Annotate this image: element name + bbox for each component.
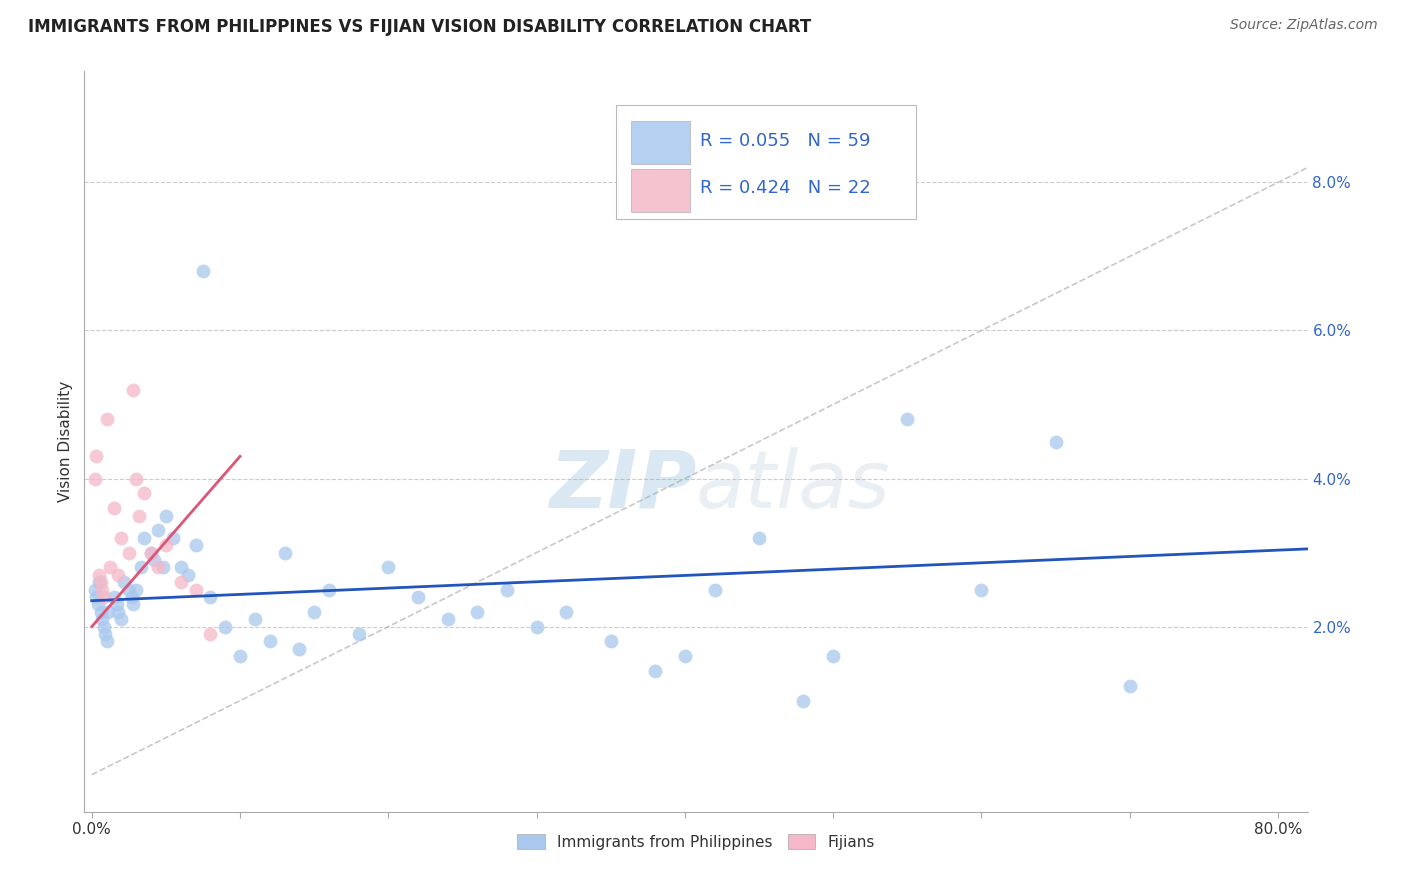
Point (599, 634, 621, 648)
Point (121, 590, 143, 604)
Point (93, 590, 115, 604)
Point (93, 619, 115, 633)
Point (107, 605, 129, 619)
Point (96, 412, 118, 426)
Legend: Immigrants from Philippines, Fijians: Immigrants from Philippines, Fijians (510, 828, 882, 856)
Point (436, 612, 458, 626)
Point (200, 627, 222, 641)
Point (89, 575, 111, 590)
Point (748, 531, 770, 545)
Point (170, 560, 193, 574)
Point (103, 590, 125, 604)
Text: IMMIGRANTS FROM PHILIPPINES VS FIJIAN VISION DISABILITY CORRELATION CHART: IMMIGRANTS FROM PHILIPPINES VS FIJIAN VI… (28, 18, 811, 36)
Point (83, 471, 105, 485)
Point (703, 582, 725, 597)
Text: atlas: atlas (696, 447, 891, 525)
Point (83, 582, 105, 597)
Point (191, 264, 214, 278)
Point (122, 383, 145, 397)
Point (243, 612, 266, 626)
Point (148, 524, 170, 538)
Point (214, 619, 236, 633)
Point (91, 582, 114, 597)
Point (129, 560, 152, 574)
Text: R = 0.424   N = 22: R = 0.424 N = 22 (700, 178, 870, 197)
Point (125, 582, 148, 597)
Point (823, 649, 845, 664)
Point (84, 450, 107, 464)
Point (118, 546, 141, 560)
FancyBboxPatch shape (631, 121, 690, 164)
Point (97, 605, 120, 619)
Point (406, 590, 429, 604)
Point (94, 627, 117, 641)
Point (526, 619, 548, 633)
Point (302, 605, 325, 619)
Point (90, 605, 112, 619)
Point (98, 560, 121, 574)
Point (105, 598, 128, 612)
Point (155, 538, 177, 552)
Point (103, 501, 125, 516)
Point (91, 612, 114, 626)
Point (107, 567, 129, 582)
Point (139, 546, 162, 560)
Point (288, 641, 311, 656)
Point (132, 486, 155, 500)
Point (792, 694, 814, 708)
Point (139, 546, 162, 560)
Point (184, 538, 207, 552)
Point (170, 575, 193, 590)
Point (377, 560, 399, 574)
Point (152, 560, 174, 574)
Text: Source: ZipAtlas.com: Source: ZipAtlas.com (1230, 18, 1378, 32)
Point (465, 605, 488, 619)
Point (84, 590, 107, 604)
Point (644, 664, 666, 678)
Point (1118, 679, 1140, 693)
Point (162, 531, 184, 545)
Point (110, 612, 132, 626)
FancyBboxPatch shape (631, 169, 690, 212)
Point (177, 567, 200, 582)
Point (89, 567, 111, 582)
Point (229, 649, 252, 664)
Point (128, 508, 150, 523)
Point (200, 590, 222, 604)
Text: R = 0.055   N = 59: R = 0.055 N = 59 (700, 132, 870, 150)
FancyBboxPatch shape (616, 104, 917, 219)
Point (347, 627, 370, 641)
Point (118, 582, 141, 597)
Point (90, 575, 112, 590)
Point (184, 582, 207, 597)
Point (112, 575, 135, 590)
Point (318, 582, 340, 597)
Point (273, 546, 295, 560)
Point (110, 531, 132, 545)
Point (125, 471, 148, 485)
Point (132, 531, 155, 545)
Point (555, 605, 578, 619)
Point (970, 582, 993, 597)
Point (155, 508, 177, 523)
Point (86, 598, 108, 612)
Point (896, 412, 918, 426)
Point (673, 649, 696, 664)
Text: ZIP: ZIP (548, 447, 696, 525)
Point (143, 553, 166, 567)
Point (259, 634, 281, 648)
Point (1045, 434, 1067, 449)
Y-axis label: Vision Disability: Vision Disability (58, 381, 73, 502)
Point (96, 634, 118, 648)
Point (148, 560, 170, 574)
Point (122, 598, 145, 612)
Point (496, 582, 519, 597)
